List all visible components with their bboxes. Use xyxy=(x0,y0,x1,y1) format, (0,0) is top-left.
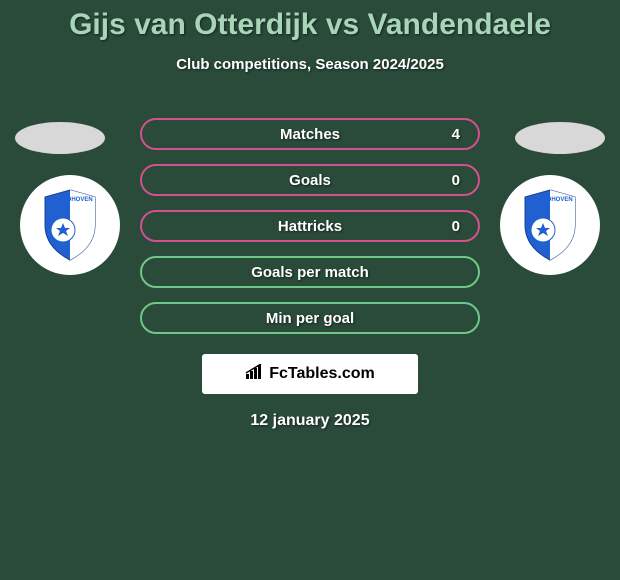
shield-icon: FC EINDHOVEN xyxy=(35,185,105,265)
stat-label: Min per goal xyxy=(266,310,354,327)
page-title: Gijs van Otterdijk vs Vandendaele xyxy=(0,0,620,42)
stat-row: Min per goal xyxy=(140,302,480,334)
stat-value: 0 xyxy=(452,218,460,235)
stat-label: Goals per match xyxy=(251,264,369,281)
player-photo-right xyxy=(515,122,605,154)
date-label: 12 january 2025 xyxy=(0,412,620,430)
svg-text:FC EINDHOVEN: FC EINDHOVEN xyxy=(47,197,92,203)
stat-row: Goals 0 xyxy=(140,164,480,196)
stat-value: 0 xyxy=(452,172,460,189)
svg-text:FC EINDHOVEN: FC EINDHOVEN xyxy=(527,197,572,203)
chart-icon xyxy=(245,364,265,385)
club-logo-left: FC EINDHOVEN xyxy=(20,175,120,275)
stat-label: Goals xyxy=(289,172,331,189)
stat-row: Matches 4 xyxy=(140,118,480,150)
stat-row: Hattricks 0 xyxy=(140,210,480,242)
stat-row: Goals per match xyxy=(140,256,480,288)
club-logo-right: FC EINDHOVEN xyxy=(500,175,600,275)
stat-value: 4 xyxy=(452,126,460,143)
brand-label: FcTables.com xyxy=(269,365,375,383)
brand-box: FcTables.com xyxy=(202,354,418,394)
shield-icon: FC EINDHOVEN xyxy=(515,185,585,265)
stat-label: Hattricks xyxy=(278,218,342,235)
subtitle: Club competitions, Season 2024/2025 xyxy=(0,56,620,73)
player-photo-left xyxy=(15,122,105,154)
stat-label: Matches xyxy=(280,126,340,143)
